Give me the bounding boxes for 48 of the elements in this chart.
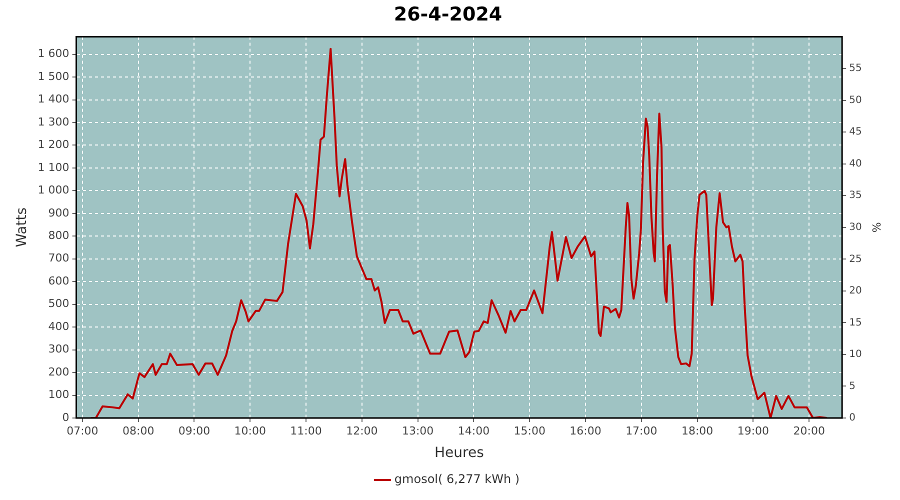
chart-title: 26-4-2024 (394, 3, 502, 26)
x-tick-label: 10:00 (234, 424, 266, 438)
x-axis-title: Heures (434, 445, 484, 462)
y-tick-label: 1 200 (38, 138, 70, 152)
y2-tick-label: 0 (849, 412, 856, 424)
y2-tick-label: 50 (849, 94, 862, 106)
y-tick-label: 1 500 (38, 70, 70, 83)
y-tick-label: 1 000 (38, 184, 70, 197)
y2-axis-title: % (870, 222, 883, 233)
y-tick-label: 500 (48, 297, 70, 310)
y2-tick-label: 45 (849, 126, 862, 138)
y2-tick-label: 40 (849, 158, 862, 170)
y2-tick-label: 5 (849, 380, 856, 392)
x-tick-label: 13:00 (402, 424, 434, 438)
y2-tick-label: 55 (849, 63, 862, 74)
y-tick-label: 600 (48, 274, 70, 288)
x-tick-label: 16:00 (570, 424, 602, 438)
y-tick-label: 1 600 (38, 47, 70, 60)
x-tick-label: 12:00 (346, 424, 378, 438)
y-tick-label: 1 100 (38, 160, 70, 174)
y2-tick-label: 20 (849, 286, 862, 297)
y-tick-label: 800 (48, 229, 70, 242)
y-tick-label: 900 (48, 206, 70, 220)
x-tick-label: 20:00 (793, 424, 825, 438)
x-tick-label: 08:00 (122, 424, 154, 438)
y2-tick-label: 30 (849, 222, 862, 233)
y2-tick-label: 10 (849, 349, 862, 360)
y-axis-title: Watts (14, 207, 30, 248)
y2-tick-label: 25 (849, 254, 862, 265)
x-tick-label: 19:00 (737, 424, 770, 438)
x-tick-label: 11:00 (290, 424, 322, 438)
y-tick-label: 1 400 (38, 92, 70, 106)
y-tick-label: 300 (48, 342, 70, 356)
y2-tick-label: 15 (849, 317, 862, 328)
y-tick-label: 1 300 (38, 115, 70, 128)
y-tick-label: 700 (48, 252, 70, 265)
x-tick-label: 14:00 (458, 424, 490, 438)
x-tick-label: 17:00 (626, 424, 658, 438)
y-tick-label: 100 (48, 388, 70, 402)
y2-tick-label: 35 (849, 190, 862, 202)
x-tick-label: 15:00 (514, 424, 546, 438)
y-tick-label: 0 (62, 410, 70, 424)
x-tick-label: 18:00 (681, 424, 714, 438)
y-tick-label: 200 (48, 365, 70, 378)
x-tick-label: 07:00 (66, 424, 98, 438)
y-tick-label: 400 (48, 320, 70, 333)
legend-label: gmosol( 6,277 kWh ) (394, 472, 520, 486)
x-tick-label: 09:00 (178, 424, 210, 438)
